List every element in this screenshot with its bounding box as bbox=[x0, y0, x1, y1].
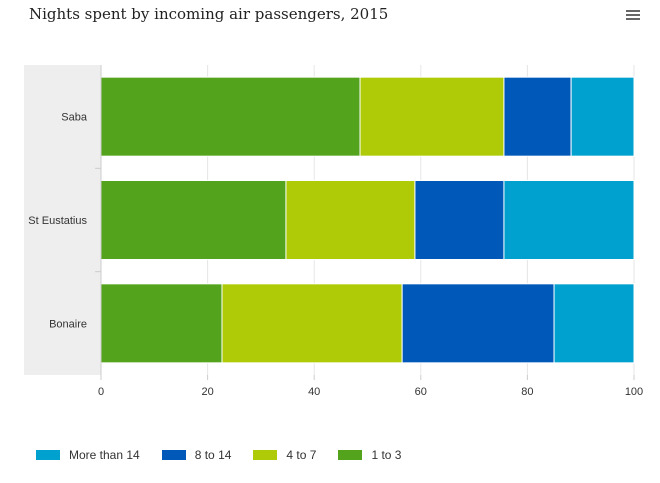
bar-segment bbox=[503, 76, 572, 157]
chart-title: Nights spent by incoming air passengers,… bbox=[29, 5, 389, 23]
bar-segment bbox=[553, 283, 635, 364]
bar-segment bbox=[570, 76, 635, 157]
bar-segment bbox=[414, 180, 505, 260]
bar-segment bbox=[100, 180, 287, 260]
legend-item-8-to-14[interactable]: 8 to 14 bbox=[161, 448, 232, 462]
bar-segment bbox=[401, 283, 555, 364]
category-label: Bonaire bbox=[49, 318, 87, 330]
bar-segment bbox=[359, 76, 505, 157]
legend-label: 8 to 14 bbox=[194, 448, 232, 462]
bar-segment bbox=[221, 283, 403, 364]
bar-segment bbox=[100, 76, 361, 157]
legend-item-more-than-14[interactable]: More than 14 bbox=[36, 448, 140, 462]
legend-item-1-to-3[interactable]: 1 to 3 bbox=[338, 448, 401, 462]
legend-label: 1 to 3 bbox=[371, 448, 402, 462]
category-label: St Eustatius bbox=[28, 215, 87, 227]
bar-segment bbox=[100, 283, 223, 364]
x-tick-label: 60 bbox=[415, 386, 427, 398]
legend-label: More than 14 bbox=[69, 448, 140, 462]
legend-label: 4 to 7 bbox=[286, 448, 317, 462]
x-tick-label: 0 bbox=[98, 386, 104, 398]
legend: More than 14 8 to 14 4 to 7 1 to 3 bbox=[36, 448, 401, 462]
legend-swatch bbox=[338, 450, 363, 460]
category-axis-band bbox=[24, 65, 101, 375]
category-label: Saba bbox=[61, 112, 88, 124]
legend-swatch bbox=[36, 450, 60, 460]
legend-item-4-to-7[interactable]: 4 to 7 bbox=[253, 448, 316, 462]
bar-segment bbox=[285, 180, 416, 260]
legend-swatch bbox=[161, 450, 186, 460]
x-tick-label: 100 bbox=[625, 386, 643, 398]
bar-segment bbox=[503, 180, 635, 260]
x-tick-label: 40 bbox=[308, 386, 320, 398]
x-tick-label: 20 bbox=[201, 386, 213, 398]
x-tick-label: 80 bbox=[521, 386, 533, 398]
legend-swatch bbox=[253, 450, 278, 460]
hamburger-menu-icon[interactable] bbox=[626, 10, 640, 22]
